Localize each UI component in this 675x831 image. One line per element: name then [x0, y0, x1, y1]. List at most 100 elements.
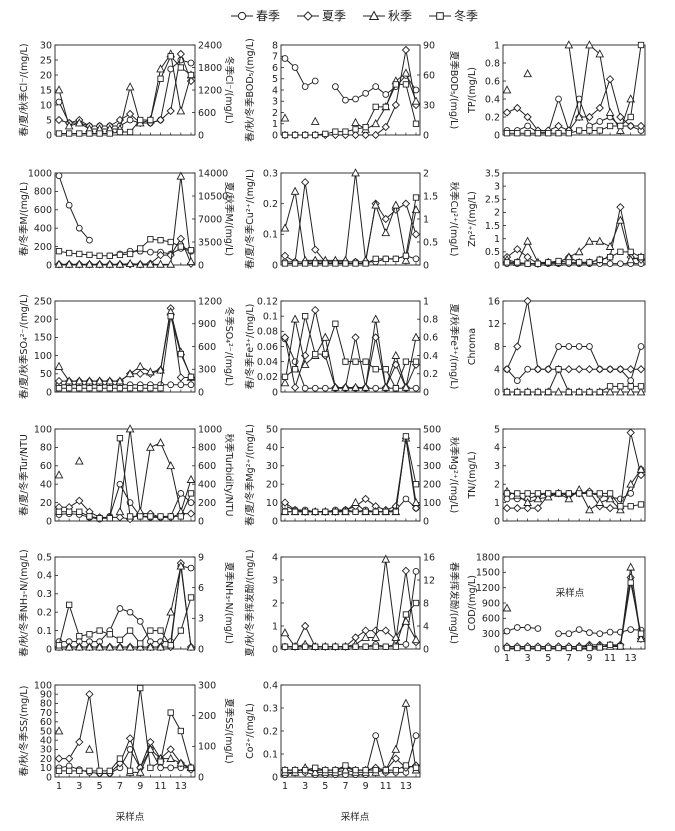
data-point-square	[116, 435, 124, 442]
data-point-square	[565, 130, 572, 137]
data-point-square	[503, 644, 511, 652]
y-axis-label: Zn²⁺/(mg/L)	[467, 191, 478, 247]
data-point-square	[402, 611, 410, 618]
data-point-square	[96, 767, 103, 775]
data-point-diamond	[351, 333, 360, 342]
y2-axis-label: 冬季Cl⁻/(mg/L)	[223, 56, 235, 124]
data-point-triangle	[361, 632, 370, 641]
data-point-square	[392, 508, 399, 515]
data-point-triangle	[391, 744, 401, 753]
data-point-square	[576, 127, 583, 134]
y-tick-label: 100	[34, 351, 52, 362]
data-point-circle	[565, 343, 573, 350]
y-tick-label: 3.5	[485, 168, 500, 179]
x-tick-label: 5	[322, 781, 328, 792]
data-point-circle	[627, 490, 635, 497]
y-tick-label: 0	[272, 130, 278, 141]
plot-frame	[280, 44, 421, 136]
x-tick-label: 3	[525, 653, 531, 664]
y-tick-label: 0.4	[485, 94, 500, 105]
y-tick-label: 70	[40, 708, 52, 719]
data-point-triangle	[74, 642, 84, 651]
panel-9: 0 4 8 12 16 Chroma	[467, 296, 646, 398]
y2-tick-label: 200	[198, 711, 216, 722]
panel-7: 0 50 100 150 200 250 0 300 600 900 1200 春/夏/秋季SO₄²⁻…	[18, 294, 235, 399]
data-point-triangle	[585, 236, 594, 245]
data-point-diamond	[502, 503, 512, 513]
data-point-square	[586, 127, 593, 134]
data-point-square	[55, 130, 63, 137]
data-point-circle	[503, 495, 511, 503]
data-point-square	[555, 366, 562, 373]
data-point-square	[372, 366, 379, 373]
data-point-circle	[555, 343, 562, 350]
y-tick-label: 3	[272, 575, 278, 586]
data-point-square	[137, 684, 144, 692]
data-point-square	[291, 766, 299, 774]
y-tick-label: 0.08	[257, 327, 278, 338]
data-point-diamond	[544, 365, 553, 374]
y-axis-label: 春/秋/冬季NH₃-N/(mg/L)	[18, 549, 30, 656]
data-point-circle	[75, 224, 83, 232]
data-point-square	[116, 251, 124, 259]
data-point-square	[302, 131, 309, 139]
data-point-square	[167, 642, 174, 649]
series-winter	[503, 248, 645, 267]
data-point-triangle	[381, 554, 391, 563]
x-tick-label: 13	[400, 781, 412, 792]
y2-axis-label: 夏季BOD₅/(mg/L)	[448, 51, 460, 129]
data-point-square	[76, 508, 83, 515]
data-point-square	[503, 259, 511, 266]
data-point-square	[362, 508, 369, 515]
data-point-square	[412, 599, 420, 607]
y-tick-label: 200	[34, 315, 52, 326]
y-axis-label: TP/(mg/L)	[467, 67, 478, 114]
data-point-square	[106, 515, 113, 522]
y-axis-label: 春/夏/冬季Cu²⁺/(mg/L)	[244, 169, 256, 269]
y-tick-label: 6	[272, 63, 278, 74]
y-tick-label: 0	[494, 644, 500, 655]
data-point-square	[606, 641, 614, 649]
data-point-circle	[402, 641, 410, 648]
data-point-square	[126, 767, 134, 775]
y-tick-label: 16	[488, 296, 500, 307]
series-winter	[55, 313, 195, 392]
data-point-triangle	[115, 259, 125, 268]
data-point-diamond	[595, 365, 604, 374]
series-winter	[281, 433, 420, 515]
data-point-square	[637, 41, 645, 49]
x-tick-label: 9	[363, 781, 369, 792]
y-tick-label: 20	[40, 498, 52, 509]
y2-tick-label: 100	[198, 742, 216, 753]
data-point-triangle	[74, 259, 84, 268]
data-point-circle	[55, 98, 63, 106]
y2-tick-label: 9	[198, 552, 204, 563]
y-tick-label: 0	[46, 130, 52, 141]
data-point-square	[596, 490, 603, 497]
y-axis-label: 春/秋/冬季BOD₅/(mg/L)	[244, 38, 256, 142]
data-point-diamond	[513, 103, 522, 113]
data-point-square	[514, 490, 521, 497]
data-point-square	[55, 508, 63, 515]
panel-10: 02040608010002004006008001000春/夏/冬季Tur/N…	[18, 424, 235, 527]
data-point-circle	[362, 90, 369, 97]
data-point-square	[402, 81, 410, 88]
data-point-square	[302, 643, 309, 650]
data-point-square	[187, 373, 195, 380]
data-point-triangle	[371, 632, 381, 641]
data-point-square	[565, 388, 572, 396]
y-tick-label: 0	[272, 387, 278, 398]
data-point-square	[617, 383, 624, 390]
series-autumn	[280, 698, 421, 776]
y2-tick-label: 1	[423, 214, 429, 225]
data-point-square	[187, 764, 195, 771]
data-point-square	[576, 490, 583, 497]
data-point-diamond	[523, 112, 532, 122]
y-axis-label: 春/冬季Fe³⁺/(mg/L)	[244, 304, 256, 390]
data-point-triangle	[125, 424, 135, 433]
y2-tick-label: 0	[198, 130, 204, 141]
data-point-triangle	[626, 254, 636, 264]
y2-tick-label: 0	[198, 387, 204, 398]
data-point-triangle	[523, 69, 532, 78]
data-point-square	[302, 508, 309, 515]
